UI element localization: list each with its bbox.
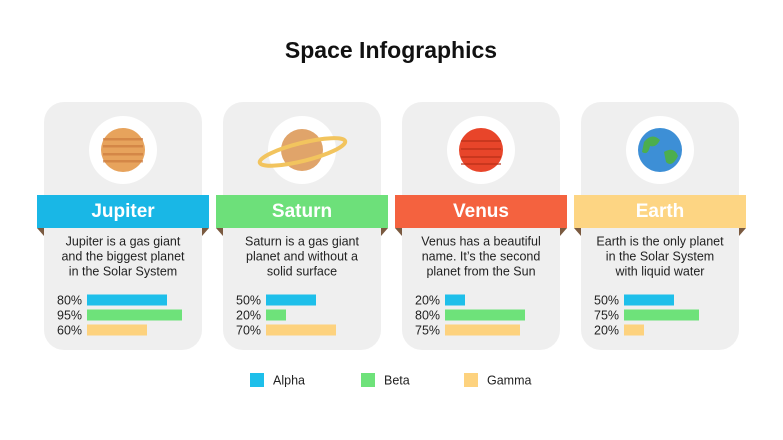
value-label: 60% <box>57 323 82 337</box>
description-line: planet from the Sun <box>426 264 535 278</box>
planet-stripe <box>461 140 501 142</box>
planet-name: Venus <box>453 201 509 222</box>
value-label: 95% <box>57 308 82 322</box>
bar <box>624 294 674 306</box>
description-line: in the Solar System <box>606 249 714 263</box>
continent <box>664 149 678 164</box>
value-label: 80% <box>415 308 440 322</box>
planet <box>101 128 145 172</box>
continent <box>642 136 660 154</box>
planet-stripe <box>461 148 501 150</box>
legend-swatch <box>361 373 375 387</box>
description-line: with liquid water <box>615 264 705 278</box>
legend-swatch <box>464 373 478 387</box>
description-line: Earth is the only planet <box>596 234 724 248</box>
ribbon <box>574 195 746 228</box>
bar <box>87 294 167 306</box>
bar <box>445 294 465 306</box>
value-label: 75% <box>594 308 619 322</box>
value-label: 20% <box>415 293 440 307</box>
bar <box>624 324 644 336</box>
description-line: in the Solar System <box>69 264 177 278</box>
legend-label: Beta <box>384 373 410 387</box>
ribbon <box>37 195 209 228</box>
description-line: solid surface <box>267 264 337 278</box>
legend-label: Gamma <box>487 373 532 387</box>
description-line: Jupiter is a gas giant <box>66 234 181 248</box>
page-title: Space Infographics <box>285 37 497 63</box>
value-label: 75% <box>415 323 440 337</box>
bar <box>87 324 147 336</box>
planet-stripe <box>103 138 143 141</box>
description-line: name. It’s the second <box>422 249 541 263</box>
bar <box>624 309 699 321</box>
value-label: 70% <box>236 323 261 337</box>
legend-label: Alpha <box>273 373 305 387</box>
planet-stripe <box>461 156 501 158</box>
description-line: and the biggest planet <box>61 249 185 263</box>
planet-ring <box>257 136 348 168</box>
bar <box>266 294 316 306</box>
description-line: planet and without a <box>246 249 358 263</box>
bar <box>266 324 336 336</box>
planet-stripe <box>103 145 143 148</box>
value-label: 50% <box>594 293 619 307</box>
planet-stripe <box>461 163 501 165</box>
value-label: 50% <box>236 293 261 307</box>
value-label: 80% <box>57 293 82 307</box>
bar <box>266 309 286 321</box>
description-line: Venus has a beautiful <box>421 234 541 248</box>
ribbon <box>395 195 567 228</box>
planet-name: Saturn <box>272 201 332 222</box>
value-label: 20% <box>236 308 261 322</box>
planet-name: Earth <box>636 201 685 222</box>
legend-swatch <box>250 373 264 387</box>
ribbon <box>216 195 388 228</box>
value-label: 20% <box>594 323 619 337</box>
bar <box>87 309 182 321</box>
planet-stripe <box>103 160 143 163</box>
planet-name: Jupiter <box>91 201 155 222</box>
planet-stripe <box>103 153 143 156</box>
description-line: Saturn is a gas giant <box>245 234 359 248</box>
bar <box>445 309 525 321</box>
bar <box>445 324 520 336</box>
